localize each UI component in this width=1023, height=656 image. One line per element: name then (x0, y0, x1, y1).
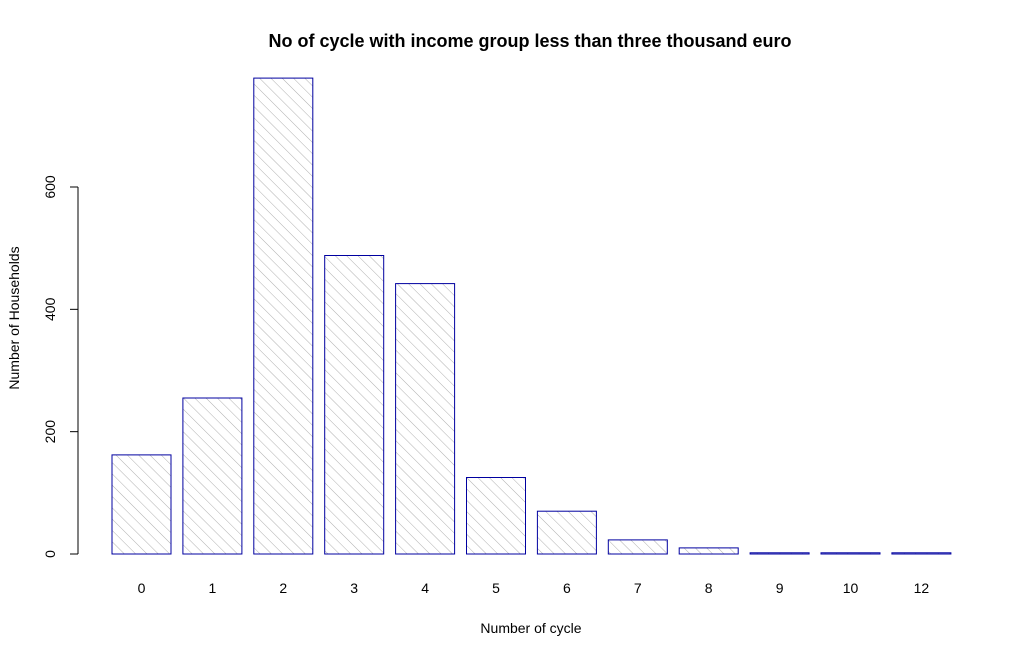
x-axis-tick-labels: 0 1 2 3 4 5 6 7 8 9 10 12 (138, 580, 930, 596)
x-tick-label: 8 (705, 580, 713, 596)
y-tick-label: 200 (42, 420, 58, 444)
bar-7 (607, 539, 668, 555)
bar-8 (678, 547, 739, 555)
bar-12 (891, 552, 952, 555)
x-tick-label: 1 (209, 580, 217, 596)
bars (111, 77, 952, 555)
x-tick-label: 6 (563, 580, 571, 596)
chart-title: No of cycle with income group less than … (268, 31, 791, 51)
bar-4 (395, 283, 456, 555)
y-axis-label: Number of Households (6, 246, 22, 389)
x-tick-label: 12 (914, 580, 930, 596)
y-tick-label: 400 (42, 297, 58, 321)
y-tick-label: 0 (42, 550, 58, 558)
x-tick-label: 5 (492, 580, 500, 596)
bar-1 (182, 397, 243, 555)
y-axis-ticks: 0 200 400 600 (42, 175, 78, 558)
bar-10 (820, 552, 881, 555)
bar-9 (749, 552, 810, 555)
bar-6 (536, 510, 597, 555)
x-tick-label: 2 (279, 580, 287, 596)
x-tick-label: 0 (138, 580, 146, 596)
bar-0 (111, 454, 172, 555)
x-tick-label: 4 (421, 580, 429, 596)
bar-2 (253, 77, 314, 555)
x-tick-label: 9 (776, 580, 784, 596)
x-axis-label: Number of cycle (480, 620, 581, 636)
bar-3 (324, 255, 385, 555)
x-tick-label: 3 (350, 580, 358, 596)
x-tick-label: 7 (634, 580, 642, 596)
x-tick-label: 10 (843, 580, 859, 596)
y-tick-label: 600 (42, 175, 58, 199)
bar-5 (466, 477, 526, 555)
